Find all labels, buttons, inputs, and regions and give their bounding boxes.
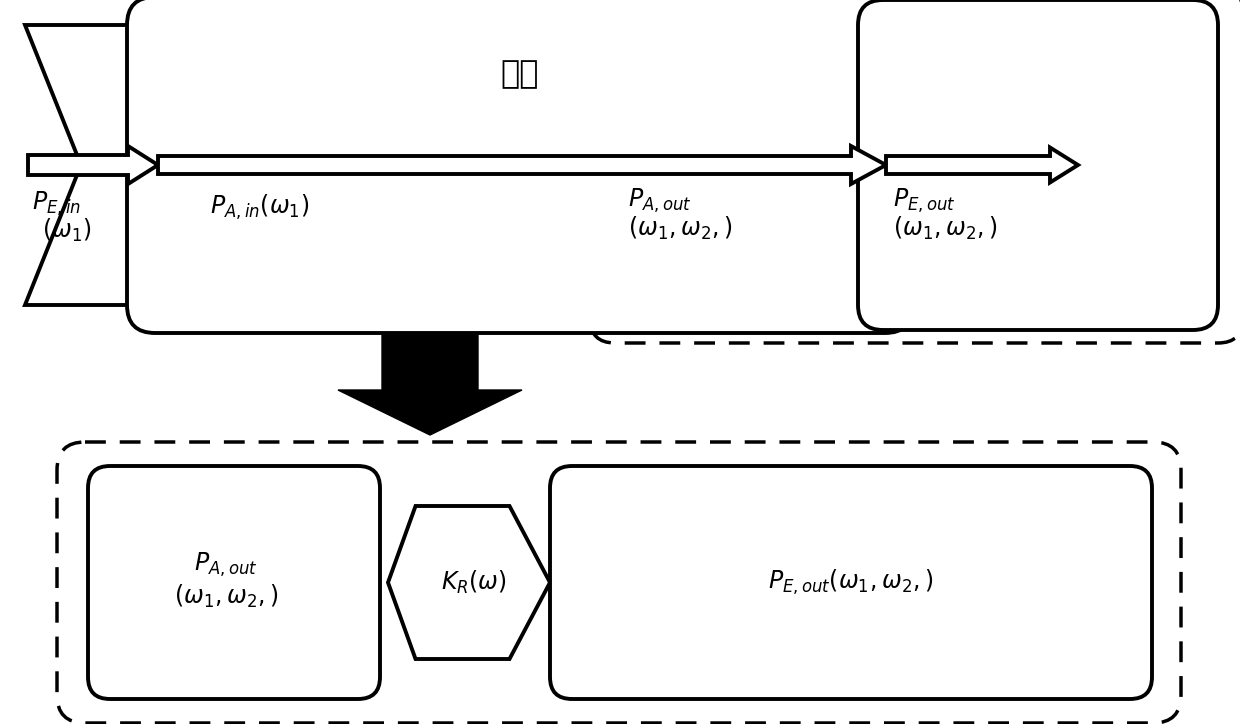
Polygon shape bbox=[157, 146, 887, 184]
Text: 试片: 试片 bbox=[501, 59, 539, 90]
Text: $P_{A,out}$: $P_{A,out}$ bbox=[195, 550, 258, 578]
Text: $P_{A,in}(\omega_1)$: $P_{A,in}(\omega_1)$ bbox=[210, 193, 309, 222]
Text: $P_{E,out}(\omega_1, \omega_2,)$: $P_{E,out}(\omega_1, \omega_2,)$ bbox=[769, 568, 934, 597]
Text: $P_{E,in}$: $P_{E,in}$ bbox=[32, 190, 81, 218]
FancyBboxPatch shape bbox=[858, 0, 1218, 330]
Text: $P_{E,out}$: $P_{E,out}$ bbox=[893, 187, 956, 215]
Text: $(\omega_1, \omega_2,)$: $(\omega_1, \omega_2,)$ bbox=[893, 215, 997, 243]
FancyBboxPatch shape bbox=[57, 442, 1180, 723]
Text: $K_R(\omega)$: $K_R(\omega)$ bbox=[441, 569, 507, 596]
Text: $P_{A,out}$: $P_{A,out}$ bbox=[627, 187, 692, 215]
Text: $(\omega_1)$: $(\omega_1)$ bbox=[42, 217, 92, 244]
Polygon shape bbox=[339, 335, 522, 435]
FancyBboxPatch shape bbox=[590, 0, 1240, 343]
FancyBboxPatch shape bbox=[126, 0, 913, 333]
FancyBboxPatch shape bbox=[551, 466, 1152, 699]
Polygon shape bbox=[25, 25, 160, 305]
Polygon shape bbox=[887, 148, 1078, 182]
Polygon shape bbox=[388, 506, 551, 659]
Text: $(\omega_1, \omega_2,)$: $(\omega_1, \omega_2,)$ bbox=[627, 215, 733, 243]
Polygon shape bbox=[29, 146, 157, 184]
FancyBboxPatch shape bbox=[88, 466, 379, 699]
Text: $(\omega_1, \omega_2,)$: $(\omega_1, \omega_2,)$ bbox=[174, 583, 278, 610]
